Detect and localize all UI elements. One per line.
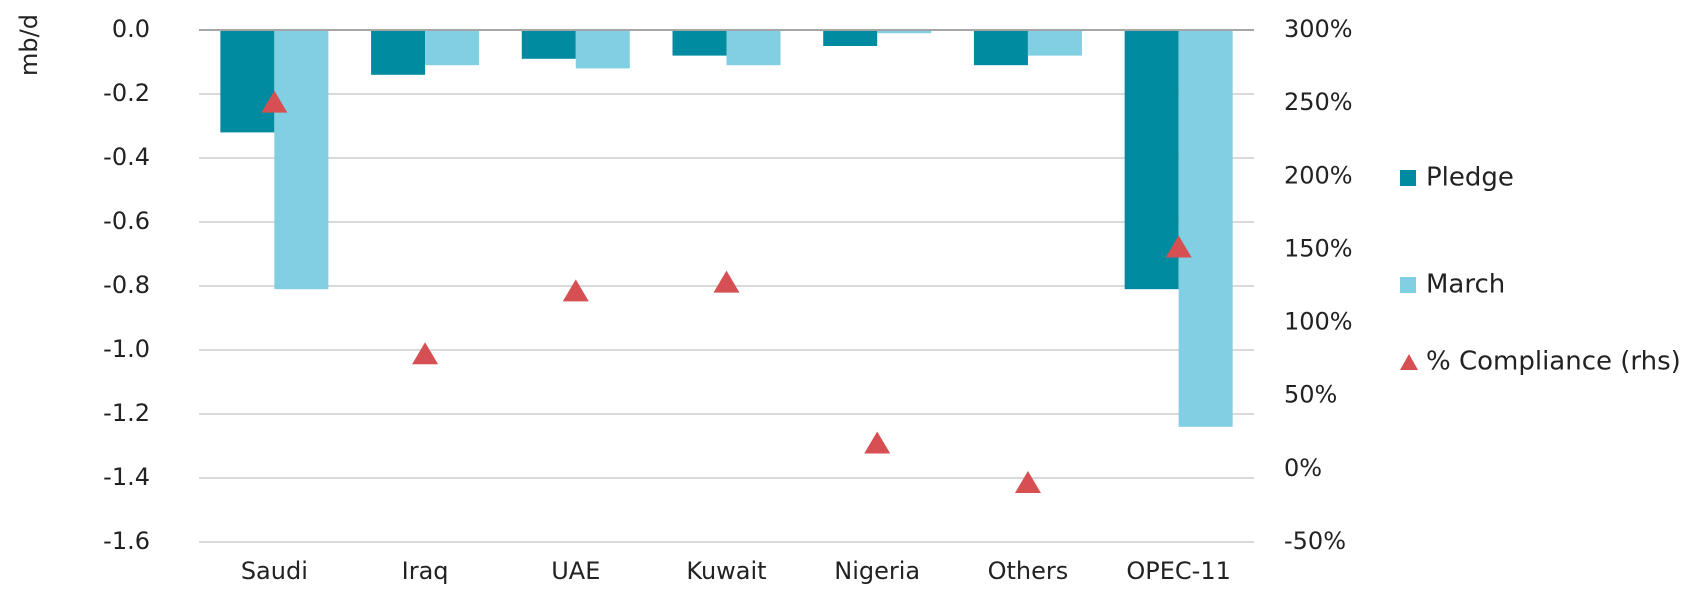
y2-tick-label: 0% <box>1284 454 1322 482</box>
bar <box>220 30 275 133</box>
bar <box>973 30 1028 66</box>
bar <box>371 30 426 75</box>
y-tick-label: -1.6 <box>103 527 150 555</box>
y-tick-label: -1.4 <box>103 463 150 491</box>
bar <box>425 30 480 66</box>
x-tick-label: Saudi <box>241 557 308 585</box>
bar <box>672 30 727 56</box>
x-tick-label: UAE <box>551 557 600 585</box>
legend-label: March <box>1426 270 1505 300</box>
compliance-marker <box>864 431 891 454</box>
y-tick-label: -0.8 <box>103 271 150 299</box>
compliance-marker <box>1014 471 1041 494</box>
bar <box>877 30 932 34</box>
y-tick-label: -0.4 <box>103 143 150 171</box>
compliance-marker <box>713 270 740 293</box>
compliance-marker <box>562 279 589 302</box>
legend-swatch <box>1400 170 1416 186</box>
compliance-marker <box>261 90 288 113</box>
y2-tick-label: 50% <box>1284 381 1337 409</box>
bar <box>1124 30 1179 290</box>
y2-tick-label: 300% <box>1284 15 1353 43</box>
y-tick-label: -1.0 <box>103 335 150 363</box>
bar <box>1178 30 1233 427</box>
bar <box>1027 30 1082 56</box>
bar <box>726 30 781 66</box>
y2-tick-label: 250% <box>1284 88 1353 116</box>
legend-label: Pledge <box>1426 163 1514 193</box>
x-tick-label: Kuwait <box>686 557 766 585</box>
x-tick-label: OPEC-11 <box>1126 557 1230 585</box>
y-tick-label: -0.2 <box>103 79 150 107</box>
y2-tick-label: 200% <box>1284 161 1353 189</box>
compliance-marker <box>1165 235 1192 258</box>
y-tick-label: -1.2 <box>103 399 150 427</box>
legend-marker <box>1400 354 1418 370</box>
y-tick-label: 0.0 <box>112 15 150 43</box>
x-tick-label: Iraq <box>402 557 449 585</box>
x-tick-label: Nigeria <box>834 557 920 585</box>
y-tick-label: -0.6 <box>103 207 150 235</box>
y2-tick-label: 100% <box>1284 308 1353 336</box>
y-axis-label: mb/d <box>15 14 43 76</box>
legend-label: % Compliance (rhs) <box>1426 347 1681 377</box>
legend-swatch <box>1400 277 1416 293</box>
y2-tick-label: -50% <box>1284 527 1346 555</box>
bar <box>575 30 630 69</box>
bar <box>274 30 329 290</box>
bar <box>823 30 878 46</box>
compliance-marker <box>412 342 439 365</box>
bar <box>521 30 576 59</box>
x-tick-label: Others <box>988 557 1069 585</box>
y2-tick-label: 150% <box>1284 234 1353 262</box>
